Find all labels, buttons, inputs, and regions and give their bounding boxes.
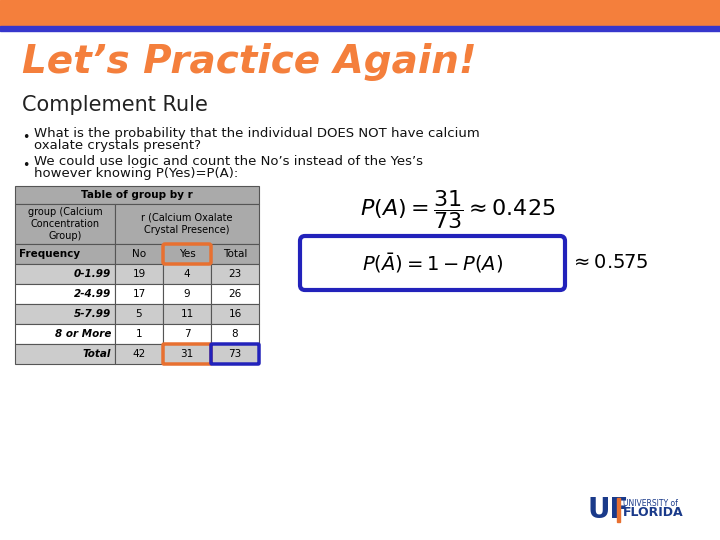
Text: 8: 8 [232,329,238,339]
Bar [211,304,259,324]
Text: oxalate crystals present?: oxalate crystals present? [34,139,201,152]
Text: •: • [22,131,30,144]
Text: Yes: Yes [179,249,195,259]
Text: 31: 31 [181,349,194,359]
Bar [163,344,211,364]
Text: 17: 17 [132,289,145,299]
Text: UF: UF [587,496,629,524]
Text: group (Calcium
Concentration
Group): group (Calcium Concentration Group) [27,207,102,241]
Bar [0,0,720,26]
Text: Let’s Practice Again!: Let’s Practice Again! [22,43,477,81]
Bar [15,264,115,284]
Text: 1: 1 [135,329,143,339]
Text: 5: 5 [135,309,143,319]
Text: however knowing P(Yes)=P(A):: however knowing P(Yes)=P(A): [34,167,238,180]
Text: FLORIDA: FLORIDA [623,507,683,519]
Text: 19: 19 [693,5,714,21]
Text: What is the probability that the individual DOES NOT have calcium: What is the probability that the individ… [34,127,480,140]
Text: Frequency: Frequency [19,249,80,259]
Text: 5-7.99: 5-7.99 [73,309,111,319]
Text: 42: 42 [132,349,145,359]
Text: Complement Rule: Complement Rule [22,95,208,115]
Bar [15,244,115,264]
Text: 19: 19 [132,269,145,279]
Text: Table of group by r: Table of group by r [81,190,193,200]
Bar [211,264,259,284]
Bar [15,186,259,204]
Text: No: No [132,249,146,259]
Bar [163,324,211,344]
Bar [115,344,163,364]
Text: r (Calcium Oxalate
Crystal Presence): r (Calcium Oxalate Crystal Presence) [141,213,233,235]
Text: Total: Total [222,249,247,259]
Text: 8 or More: 8 or More [55,329,111,339]
Text: 16: 16 [228,309,242,319]
Bar [115,304,163,324]
Bar [115,324,163,344]
Text: 11: 11 [181,309,194,319]
FancyBboxPatch shape [300,236,565,290]
Bar [15,304,115,324]
Text: 4: 4 [184,269,190,279]
Bar [211,324,259,344]
Bar [0,26,720,31]
Text: $P(\bar{A}) = 1 - P(A)$: $P(\bar{A}) = 1 - P(A)$ [362,251,503,275]
Bar [115,284,163,304]
Bar [115,244,163,264]
Bar [115,264,163,284]
Text: We could use logic and count the No’s instead of the Yes’s: We could use logic and count the No’s in… [34,156,423,168]
Text: $P(A) = \dfrac{31}{73} \approx 0.425$: $P(A) = \dfrac{31}{73} \approx 0.425$ [360,188,556,232]
Bar [211,344,259,364]
Bar [163,244,211,264]
Text: 23: 23 [228,269,242,279]
Text: 26: 26 [228,289,242,299]
Text: 0-1.99: 0-1.99 [73,269,111,279]
Bar [211,284,259,304]
Text: Total: Total [83,349,111,359]
Text: 7: 7 [184,329,190,339]
Bar [163,304,211,324]
Text: 2-4.99: 2-4.99 [73,289,111,299]
Bar [163,264,211,284]
Text: 9: 9 [184,289,190,299]
Bar [15,324,115,344]
Bar [15,284,115,304]
Text: 73: 73 [228,349,242,359]
Bar [15,204,115,244]
Text: UNIVERSITY of: UNIVERSITY of [623,500,678,509]
Bar [163,284,211,304]
Bar [211,244,259,264]
Text: •: • [22,159,30,172]
Text: $\approx 0.575$: $\approx 0.575$ [570,253,649,273]
Bar [115,204,259,244]
Bar [15,344,115,364]
Bar [617,498,620,522]
